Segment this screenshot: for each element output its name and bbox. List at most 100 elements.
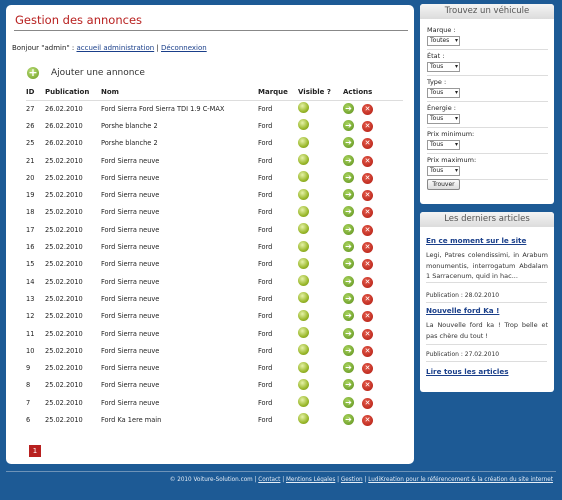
cell-visible [298,290,343,307]
visible-dot-icon[interactable] [298,205,309,217]
arrow-right-icon[interactable]: ➔ [343,327,354,339]
arrow-right-icon[interactable]: ➔ [343,189,354,201]
article-title-link[interactable]: En ce moment sur le site [426,236,527,245]
visible-dot-icon[interactable] [298,292,309,304]
arrow-right-icon[interactable]: ➔ [343,379,354,391]
delete-x-icon[interactable]: ✕ [362,397,373,409]
admin-home-link[interactable]: accueil administration [76,44,155,52]
greeting-text: Bonjour "admin" : [12,44,77,52]
visible-dot-icon[interactable] [298,102,309,114]
arrow-right-icon[interactable]: ➔ [343,137,354,149]
visible-dot-icon[interactable] [298,171,309,183]
arrow-right-icon[interactable]: ➔ [343,413,354,425]
delete-x-icon[interactable]: ✕ [362,155,373,167]
visible-dot-icon[interactable] [298,119,309,131]
footer-link-contact[interactable]: Contact [258,477,281,483]
cell-brand: Ford [258,225,273,234]
delete-x-icon[interactable]: ✕ [362,103,373,115]
cell-publication: 26.02.2010 [45,104,83,113]
arrow-right-icon[interactable]: ➔ [343,206,354,218]
search-select[interactable]: Tous [427,166,460,176]
visible-dot-icon[interactable] [298,240,309,252]
cell-actions: ➔ ✕ [343,256,403,273]
delete-x-icon[interactable]: ✕ [362,414,373,426]
cell-brand: Ford [258,346,273,355]
arrow-right-icon[interactable]: ➔ [343,119,354,131]
logout-link[interactable]: Déconnexion [161,44,207,52]
arrow-right-icon[interactable]: ➔ [343,396,354,408]
cell-name: Porshe blanche 2 [101,121,158,130]
search-select[interactable]: Toutes [427,36,460,46]
arrow-right-icon[interactable]: ➔ [343,154,354,166]
visible-dot-icon[interactable] [298,275,309,287]
all-articles-link[interactable]: Lire tous les articles [426,367,509,376]
delete-x-icon[interactable]: ✕ [362,172,373,184]
delete-x-icon[interactable]: ✕ [362,138,373,150]
arrow-right-icon[interactable]: ➔ [343,241,354,253]
cell-name: Ford Ka 1ere main [101,415,162,424]
search-field-label: Type : [427,78,447,86]
delete-x-icon[interactable]: ✕ [362,311,373,323]
visible-dot-icon[interactable] [298,413,309,425]
footer-link-admin[interactable]: Gestion [340,477,363,483]
visible-dot-icon[interactable] [298,309,309,321]
delete-x-icon[interactable]: ✕ [362,380,373,392]
arrow-right-icon[interactable]: ➔ [343,223,354,235]
cell-id: 6 [26,415,31,424]
delete-x-icon[interactable]: ✕ [362,120,373,132]
delete-x-icon[interactable]: ✕ [362,207,373,219]
table-row: 13 25.02.2010 Ford Sierra neuve Ford ➔ ✕ [26,290,403,307]
cell-publication: 25.02.2010 [45,415,83,424]
cell-brand: Ford [258,173,273,182]
arrow-right-icon[interactable]: ➔ [343,362,354,374]
cell-id: 9 [26,364,31,373]
arrow-right-icon[interactable]: ➔ [343,102,354,114]
cell-visible [298,308,343,325]
arrow-right-icon[interactable]: ➔ [343,171,354,183]
visible-dot-icon[interactable] [298,154,309,166]
delete-x-icon[interactable]: ✕ [362,276,373,288]
delete-x-icon[interactable]: ✕ [362,259,373,271]
footer-link-legal[interactable]: Mentions Légales [285,477,336,483]
search-select[interactable]: Tous [427,88,460,98]
visible-dot-icon[interactable] [298,378,309,390]
visible-dot-icon[interactable] [298,396,309,408]
arrow-right-icon[interactable]: ➔ [343,275,354,287]
cell-visible [298,256,343,273]
search-select[interactable]: Tous [427,140,460,150]
visible-dot-icon[interactable] [298,327,309,338]
delete-x-icon[interactable]: ✕ [362,293,373,305]
search-box: Trouvez un véhicule Marque : Toutes État :… [420,4,554,204]
page-1-button[interactable]: 1 [29,445,41,457]
arrow-right-icon[interactable]: ➔ [343,258,354,270]
add-listing-button[interactable]: + Ajouter une annonce [27,67,145,79]
visible-dot-icon[interactable] [298,361,309,373]
visible-dot-icon[interactable] [298,223,309,235]
visible-dot-icon[interactable] [298,344,309,356]
search-field-label: Prix maximum: [427,156,477,164]
delete-x-icon[interactable]: ✕ [362,328,373,340]
delete-x-icon[interactable]: ✕ [362,190,373,202]
footer-link-credits[interactable]: LudiKreation pour le référencement & la … [368,477,553,483]
cell-visible [298,273,343,290]
search-select[interactable]: Tous [427,62,460,72]
visible-dot-icon[interactable] [298,136,309,148]
search-select[interactable]: Tous [427,114,460,124]
delete-x-icon[interactable]: ✕ [362,345,373,357]
delete-x-icon[interactable]: ✕ [362,363,373,375]
search-field: Prix minimum: Tous [427,130,474,150]
visible-dot-icon[interactable] [298,257,309,269]
visible-dot-icon[interactable] [298,188,309,200]
article-title-link[interactable]: Nouvelle ford Ka ! [426,306,500,315]
arrow-right-icon[interactable]: ➔ [343,292,354,304]
cell-id: 20 [26,173,35,182]
cell-actions: ➔ ✕ [343,359,403,376]
delete-x-icon[interactable]: ✕ [362,224,373,236]
cell-name: Ford Sierra neuve [101,294,160,303]
arrow-right-icon[interactable]: ➔ [343,344,354,356]
cell-actions: ➔ ✕ [343,204,403,221]
arrow-right-icon[interactable]: ➔ [343,310,354,322]
search-button[interactable]: Trouver [427,179,460,190]
delete-x-icon[interactable]: ✕ [362,242,373,254]
cell-id: 26 [26,121,35,130]
